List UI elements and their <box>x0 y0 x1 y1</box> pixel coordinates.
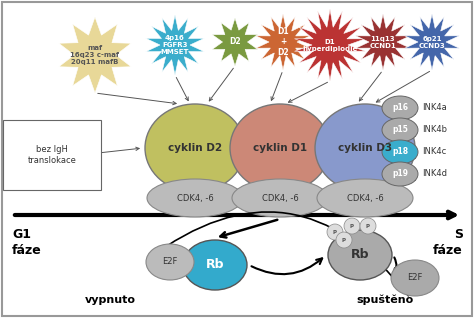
FancyBboxPatch shape <box>2 2 472 316</box>
Text: INK4b: INK4b <box>422 126 447 135</box>
Circle shape <box>336 232 352 248</box>
Text: 6p21
CCND3: 6p21 CCND3 <box>419 36 446 49</box>
Text: p15: p15 <box>392 126 408 135</box>
Text: 11q13
CCND1: 11q13 CCND1 <box>370 36 396 49</box>
Text: P: P <box>342 238 346 243</box>
Ellipse shape <box>146 244 194 280</box>
Circle shape <box>327 224 343 240</box>
Circle shape <box>360 218 376 234</box>
Ellipse shape <box>183 240 247 290</box>
Ellipse shape <box>382 96 418 120</box>
Ellipse shape <box>382 118 418 142</box>
Ellipse shape <box>328 230 392 280</box>
Ellipse shape <box>232 179 328 217</box>
Polygon shape <box>59 17 131 93</box>
Text: S: S <box>454 228 463 241</box>
Text: Rb: Rb <box>351 248 369 261</box>
Text: 4p16
FGFR3
MMSET: 4p16 FGFR3 MMSET <box>161 35 189 55</box>
Text: P: P <box>350 224 354 229</box>
Text: INK4d: INK4d <box>422 169 447 178</box>
Polygon shape <box>405 14 459 70</box>
Text: spuštěno: spuštěno <box>356 295 414 305</box>
Text: Rb: Rb <box>206 259 224 272</box>
Ellipse shape <box>315 104 415 192</box>
Text: INK4a: INK4a <box>422 103 447 113</box>
Text: p18: p18 <box>392 148 408 156</box>
Ellipse shape <box>230 104 330 192</box>
Text: cyklin D1: cyklin D1 <box>253 143 307 153</box>
Text: G1: G1 <box>12 228 31 241</box>
Text: CDK4, -6: CDK4, -6 <box>346 193 383 203</box>
Text: p19: p19 <box>392 169 408 178</box>
Circle shape <box>344 218 360 234</box>
Text: fáze: fáze <box>12 244 42 257</box>
Text: P: P <box>333 230 337 234</box>
Text: fáze: fáze <box>433 244 463 257</box>
Ellipse shape <box>382 140 418 164</box>
Text: INK4c: INK4c <box>422 148 446 156</box>
Text: cyklin D2: cyklin D2 <box>168 143 222 153</box>
Text: vypnuto: vypnuto <box>84 295 136 305</box>
Text: cyklin D3: cyklin D3 <box>338 143 392 153</box>
Ellipse shape <box>391 260 439 296</box>
Text: maf
16q23 c-maf
20q11 mafB: maf 16q23 c-maf 20q11 mafB <box>71 45 119 65</box>
Ellipse shape <box>382 162 418 186</box>
Ellipse shape <box>147 179 243 217</box>
Polygon shape <box>356 14 410 70</box>
Polygon shape <box>255 14 310 70</box>
Text: E2F: E2F <box>407 273 423 282</box>
Polygon shape <box>294 9 365 81</box>
Text: P: P <box>366 224 370 229</box>
Text: bez IgH
translokace: bez IgH translokace <box>27 145 76 165</box>
Text: E2F: E2F <box>162 258 178 266</box>
Text: D1
+
D2: D1 + D2 <box>277 27 289 57</box>
Polygon shape <box>212 18 258 66</box>
Text: CDK4, -6: CDK4, -6 <box>177 193 213 203</box>
Ellipse shape <box>317 179 413 217</box>
Ellipse shape <box>145 104 245 192</box>
Text: p16: p16 <box>392 103 408 113</box>
Text: CDK4, -6: CDK4, -6 <box>262 193 298 203</box>
Text: D1
hyperdiplodie: D1 hyperdiplodie <box>302 38 358 52</box>
Text: D2: D2 <box>229 38 241 46</box>
Polygon shape <box>146 15 204 75</box>
